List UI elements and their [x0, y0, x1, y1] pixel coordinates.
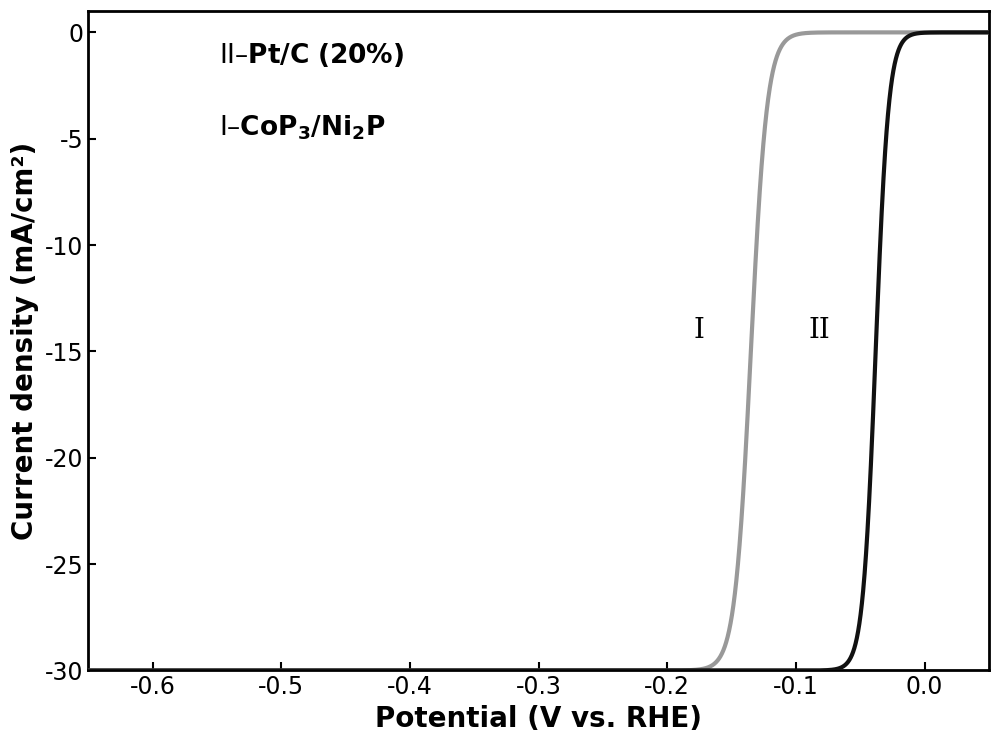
Text: $\mathrm{II}$–$\mathbf{Pt/C\ (20\%)}$: $\mathrm{II}$–$\mathbf{Pt/C\ (20\%)}$ [219, 41, 404, 68]
Y-axis label: Current density (mA/cm²): Current density (mA/cm²) [11, 141, 39, 540]
Text: I: I [694, 317, 705, 344]
X-axis label: Potential (V vs. RHE): Potential (V vs. RHE) [375, 705, 702, 733]
Text: $\mathrm{I}$–$\mathbf{CoP_3/Ni_2P}$: $\mathrm{I}$–$\mathbf{CoP_3/Ni_2P}$ [219, 113, 385, 142]
Text: II: II [808, 317, 830, 344]
